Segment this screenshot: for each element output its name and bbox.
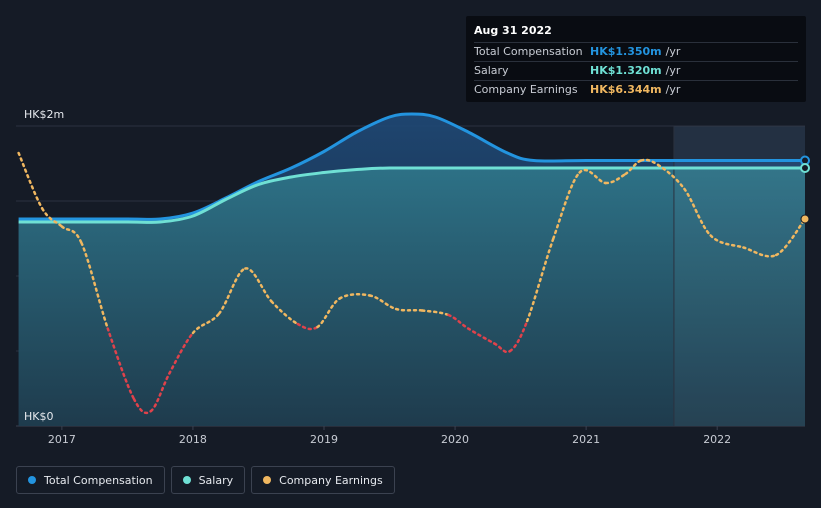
company-earnings-segment (447, 313, 470, 330)
legend-total-compensation[interactable]: Total Compensation (16, 466, 165, 494)
company-earnings-segment (552, 171, 581, 240)
company-earnings-segment (368, 294, 398, 311)
y-tick-label: HK$2m (24, 108, 64, 121)
tooltip-value: HK$1.320m (590, 64, 662, 77)
x-tick-label: 2021 (572, 433, 600, 446)
tooltip-row-salary: Salary HK$1.320m /yr (474, 61, 798, 80)
x-tick-label: 2022 (703, 433, 731, 446)
company-earnings-segment (742, 246, 778, 258)
company-earnings-segment (132, 397, 153, 415)
tooltip-label: Salary (474, 64, 509, 77)
company-earnings-segment (421, 309, 450, 317)
company-earnings-segment (106, 327, 136, 401)
legend-dot-icon (28, 476, 36, 484)
tooltip-label: Company Earnings (474, 83, 578, 96)
company-earnings-segment (60, 225, 83, 245)
chart-tooltip: Aug 31 2022 Total Compensation HK$1.350m… (466, 16, 806, 102)
legend-label: Company Earnings (279, 473, 383, 487)
company-earnings-segment (578, 168, 608, 185)
company-earnings-segment (191, 312, 221, 335)
highlight-overlay (674, 126, 805, 426)
salary-area (18, 167, 806, 426)
company-earnings-segment (466, 327, 496, 345)
tooltip-row-total-compensation: Total Compensation HK$1.350m /yr (474, 42, 798, 61)
legend-dot-icon (182, 476, 191, 484)
legend-dot-icon (263, 476, 272, 484)
company-earnings-segment (508, 319, 529, 353)
company-earnings-segment (168, 331, 195, 375)
x-tick-label: 2017 (48, 433, 76, 446)
tooltip-value: HK$6.344m (590, 83, 662, 96)
company-earnings-segment (604, 172, 627, 185)
company-earnings-segment (394, 307, 424, 312)
company-earnings-segment (493, 342, 512, 354)
tooltip-unit: /yr (665, 45, 681, 58)
tooltip-label: Total Compensation (474, 45, 583, 58)
x-tick-label: 2018 (179, 433, 207, 446)
tooltip-date: Aug 31 2022 (474, 24, 552, 37)
company-earnings-segment (338, 293, 372, 300)
company-earnings-segment (149, 372, 171, 413)
tooltip-unit: /yr (665, 83, 681, 96)
chart-plot: HK$0 HK$2m 2017 2018 2019 2020 2021 2022 (16, 108, 810, 446)
company-earnings-segment (316, 297, 341, 329)
company-earnings-segment (270, 300, 300, 326)
company-earnings-segment (17, 151, 44, 210)
company-earnings-segment (709, 234, 745, 249)
company-earnings-segment (296, 322, 319, 331)
tooltip-value: HK$1.350m (590, 45, 662, 58)
company-earnings-segment (244, 267, 273, 303)
company-earnings-segment (639, 158, 660, 167)
legend-label: Salary (198, 473, 234, 487)
tooltip-row-company-earnings: Company Earnings HK$6.344m /yr (474, 80, 798, 99)
company-earnings-segment (40, 207, 64, 228)
tooltip-unit: /yr (665, 64, 681, 77)
x-tick-label: 2020 (441, 433, 469, 446)
salary-line (18, 166, 805, 224)
legend-label: Total Compensation (44, 473, 153, 487)
y-tick-label: HK$0 (24, 410, 53, 423)
chart-legend: Total Compensation Salary Company Earnin… (16, 466, 395, 494)
company-earnings-segment (656, 163, 686, 191)
x-tick-label: 2019 (310, 433, 338, 446)
company-earnings-segment (624, 159, 643, 176)
total-compensation-line (18, 112, 805, 221)
legend-company-earnings[interactable]: Company Earnings (251, 466, 395, 494)
salary-end-marker (800, 163, 810, 173)
company-earnings-segment (525, 237, 555, 323)
company-earnings-segment (683, 187, 712, 237)
company-earnings-end-marker (800, 214, 810, 224)
company-earnings-segment (80, 241, 109, 330)
company-earnings-segment (217, 267, 247, 315)
legend-salary[interactable]: Salary (170, 466, 246, 494)
